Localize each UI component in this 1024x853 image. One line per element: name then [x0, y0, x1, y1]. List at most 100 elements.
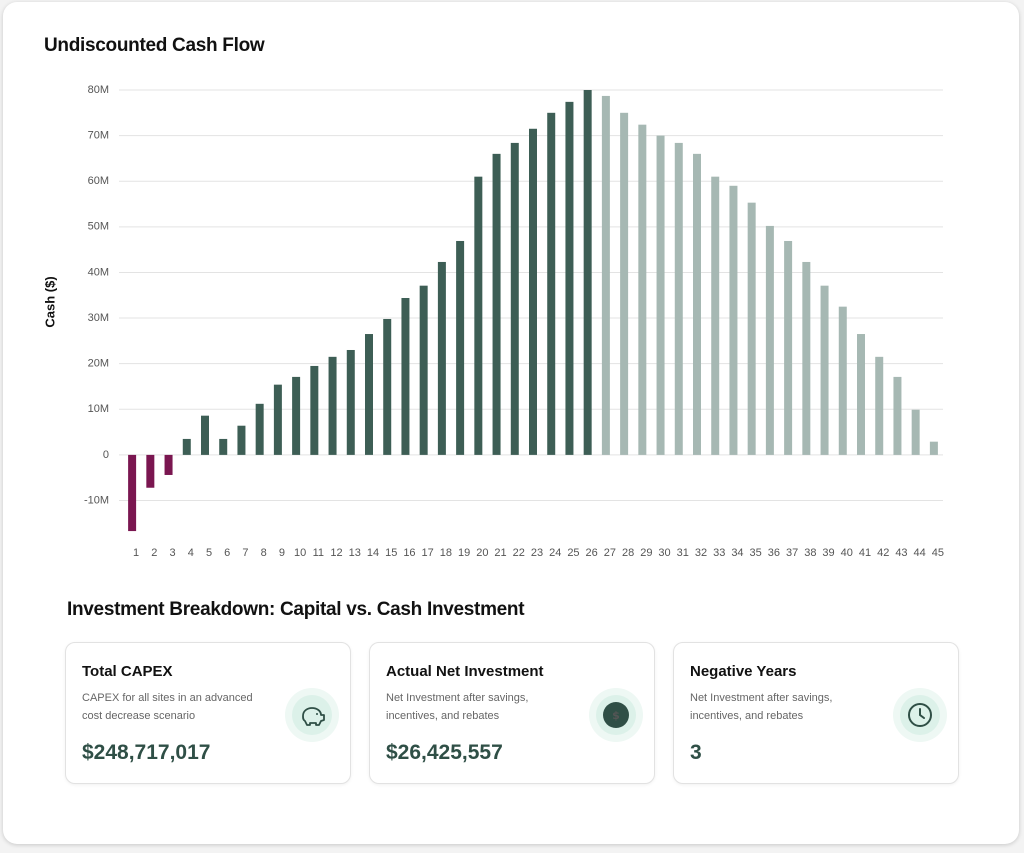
bar — [729, 185, 738, 455]
bar — [401, 297, 410, 455]
bar — [237, 425, 246, 455]
x-tick-label: 33 — [713, 547, 725, 559]
bar — [419, 285, 428, 455]
x-tick-label: 39 — [822, 547, 834, 559]
bar — [747, 202, 756, 455]
x-tick-label: 38 — [804, 547, 816, 559]
bar — [346, 349, 355, 455]
bar — [310, 365, 319, 455]
x-tick-label: 29 — [640, 547, 652, 559]
svg-text:$: $ — [612, 709, 620, 722]
card-value: $26,425,557 — [386, 741, 503, 764]
x-tick-label: 7 — [242, 547, 248, 559]
x-tick-label: 5 — [206, 547, 212, 559]
x-tick-label: 41 — [859, 547, 871, 559]
x-tick-label: 14 — [367, 547, 379, 559]
x-tick-label: 44 — [914, 547, 926, 559]
bar — [784, 240, 793, 455]
bar — [802, 261, 811, 455]
x-tick-label: 12 — [330, 547, 342, 559]
x-tick-label: 24 — [549, 547, 561, 559]
section-title: Investment Breakdown: Capital vs. Cash I… — [67, 599, 525, 620]
y-axis-label: Cash ($) — [42, 276, 57, 327]
bar — [201, 415, 209, 455]
metric-card: Negative Years Net Investment after savi… — [673, 642, 959, 784]
bar — [474, 176, 483, 455]
x-tick-label: 3 — [169, 547, 175, 559]
x-tick-label: 8 — [261, 547, 267, 559]
chart-title: Undiscounted Cash Flow — [44, 35, 265, 56]
x-tick-label: 6 — [224, 547, 230, 559]
bar — [674, 142, 683, 455]
bar — [146, 454, 155, 488]
metric-card: Actual Net Investment Net Investment aft… — [369, 642, 655, 784]
y-tick-label: 50M — [88, 221, 109, 233]
card-icon — [893, 688, 947, 742]
card-value: 3 — [690, 741, 702, 764]
bar — [164, 454, 173, 475]
bar — [638, 124, 647, 455]
card-description: CAPEX for all sites in an advanced cost … — [82, 692, 253, 722]
x-tick-label: 19 — [458, 547, 470, 559]
x-tick-label: 13 — [349, 547, 361, 559]
y-tick-label: 70M — [88, 130, 109, 142]
card-title: Total CAPEX — [82, 663, 173, 680]
x-tick-label: 10 — [294, 547, 306, 559]
bar — [128, 454, 137, 532]
bar — [875, 356, 884, 455]
x-tick-label: 45 — [932, 547, 944, 559]
bar — [911, 409, 920, 455]
x-tick-label: 21 — [494, 547, 506, 559]
bar — [273, 384, 282, 455]
x-tick-label: 30 — [658, 547, 670, 559]
bar — [929, 441, 938, 455]
bar — [893, 376, 902, 455]
x-tick-label: 25 — [567, 547, 579, 559]
bar — [255, 403, 264, 455]
x-tick-label: 16 — [403, 547, 415, 559]
card-icon: $ — [589, 688, 643, 742]
x-tick-label: 20 — [476, 547, 488, 559]
bar — [620, 112, 629, 455]
x-tick-label: 37 — [786, 547, 798, 559]
y-tick-label: 40M — [88, 266, 109, 278]
bar — [365, 334, 373, 455]
x-tick-label: 32 — [695, 547, 707, 559]
x-tick-label: 22 — [513, 547, 525, 559]
y-tick-label: 10M — [88, 403, 109, 415]
card-title: Actual Net Investment — [386, 663, 544, 680]
y-tick-label: 0 — [103, 449, 109, 461]
bar — [510, 142, 519, 455]
card-description: Net Investment after savings, incentives… — [386, 692, 529, 722]
x-tick-label: 36 — [768, 547, 780, 559]
bar — [857, 334, 865, 455]
bar — [601, 95, 610, 455]
bar — [492, 153, 501, 455]
bar — [219, 438, 228, 455]
y-tick-label: 80M — [88, 84, 109, 96]
x-tick-label: 18 — [440, 547, 452, 559]
x-tick-label: 27 — [604, 547, 616, 559]
y-tick-label: 20M — [88, 358, 109, 370]
card-value: $248,717,017 — [82, 741, 211, 764]
card-icon — [285, 688, 339, 742]
x-tick-label: 9 — [279, 547, 285, 559]
y-tick-label: 60M — [88, 175, 109, 187]
y-tick-label: -10M — [84, 494, 109, 506]
bar — [437, 261, 446, 455]
x-tick-label: 1 — [133, 547, 139, 559]
x-tick-label: 26 — [586, 547, 598, 559]
bar — [838, 306, 847, 455]
bar — [820, 285, 829, 455]
dashboard: Undiscounted Cash Flow Cash ($) -10M 0 10M… — [3, 2, 1019, 844]
x-tick-label: 28 — [622, 547, 634, 559]
x-tick-label: 23 — [531, 547, 543, 559]
x-tick-label: 17 — [422, 547, 434, 559]
bar — [565, 101, 574, 455]
card-description: Net Investment after savings, incentives… — [690, 692, 833, 722]
bar — [711, 176, 720, 455]
bar — [529, 128, 537, 455]
x-tick-label: 2 — [151, 547, 157, 559]
x-tick-label: 40 — [841, 547, 853, 559]
bar — [693, 153, 701, 455]
